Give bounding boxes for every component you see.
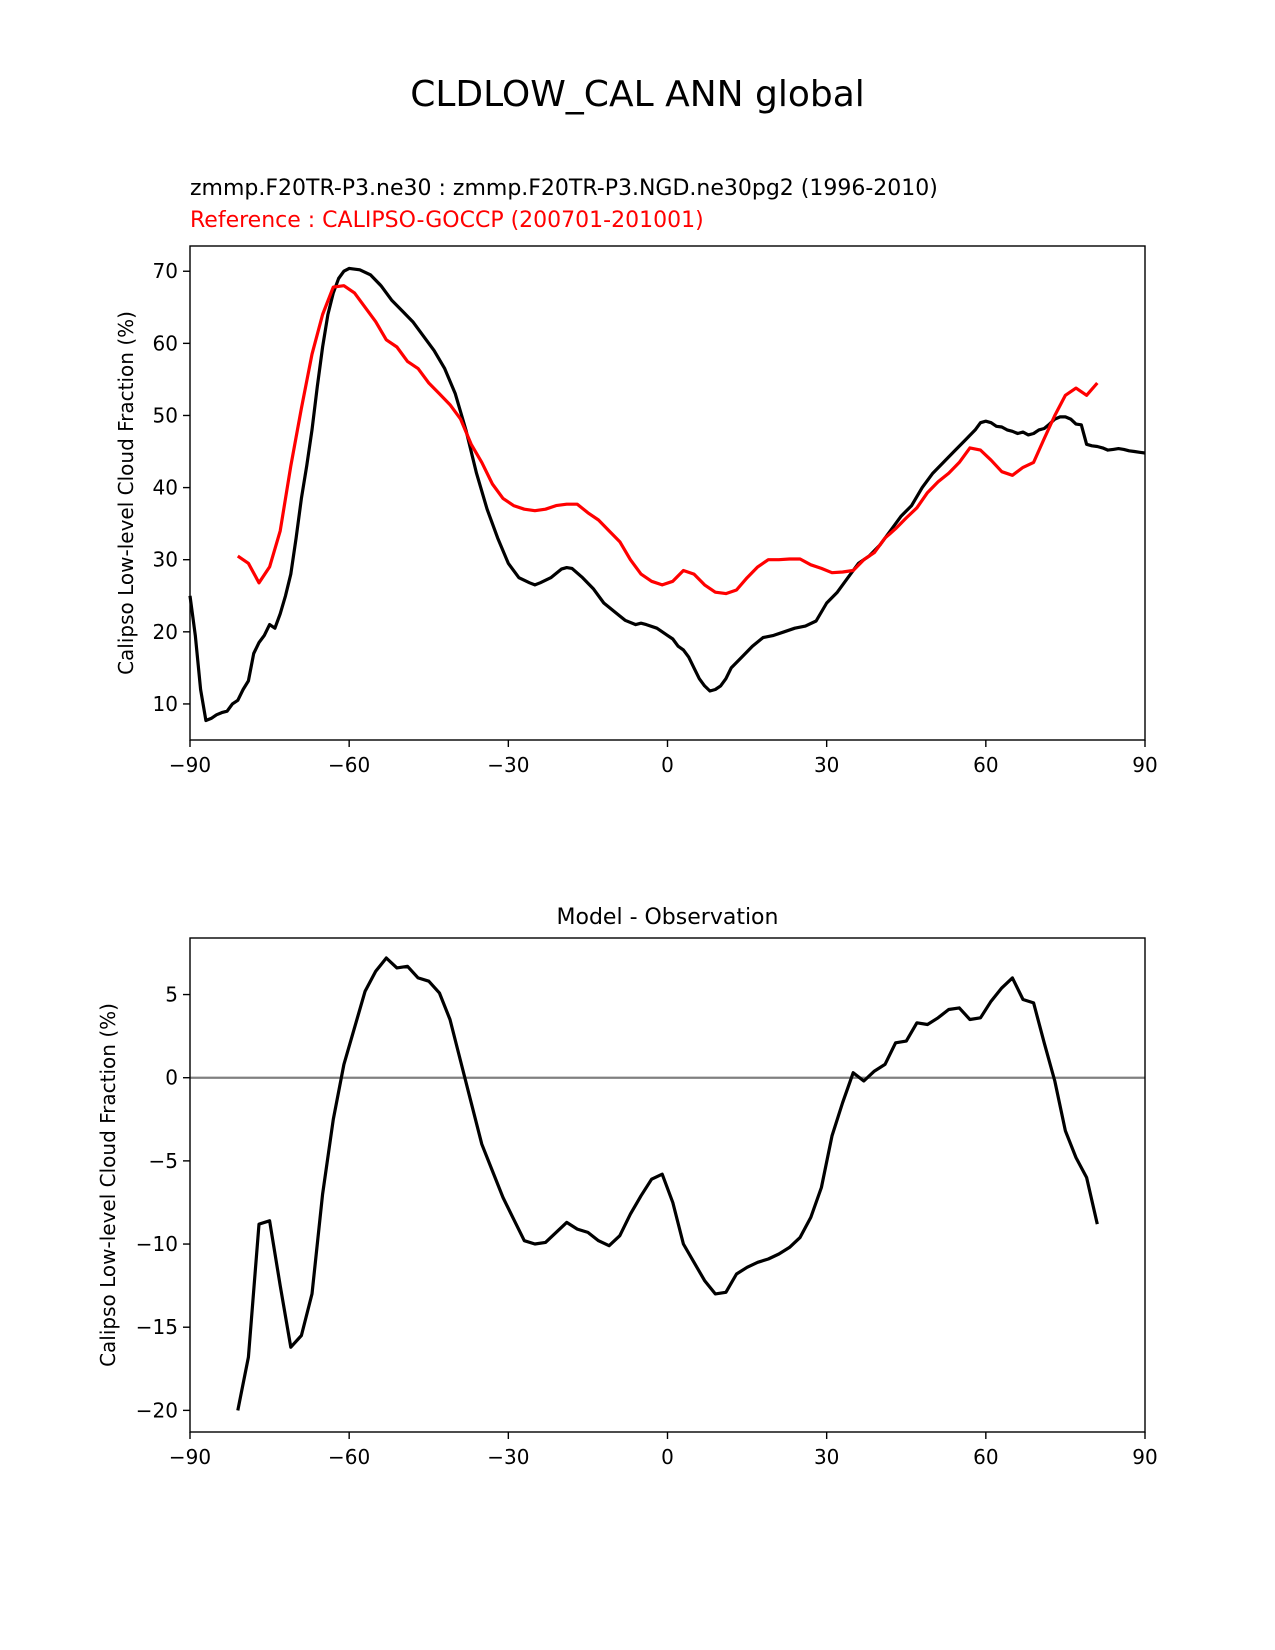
bottom-series-difference — [236, 956, 1099, 1411]
reference-label: Reference : CALIPSO-GOCCP (200701-201001… — [190, 208, 704, 233]
bottom-xtick-label: −60 — [328, 1445, 370, 1469]
bottom-xtick-label: 0 — [661, 1445, 674, 1469]
bottom-ytick-label: −15 — [136, 1315, 178, 1339]
bottom-xtick-label: −30 — [487, 1445, 529, 1469]
bottom-ytick-label: −10 — [136, 1232, 178, 1256]
test-label: zmmp.F20TR-P3.ne30 : zmmp.F20TR-P3.NGD.n… — [190, 176, 938, 201]
top-xtick-label: −90 — [169, 753, 211, 777]
top-xtick-label: −60 — [328, 753, 370, 777]
top-ytick-label: 40 — [153, 476, 178, 500]
bottom-y-axis-label: Calipso Low-level Cloud Fraction (%) — [96, 1003, 120, 1367]
bottom-xtick-label: 30 — [814, 1445, 839, 1469]
top-y-axis-label: Calipso Low-level Cloud Fraction (%) — [114, 311, 138, 675]
bottom-ytick-label: 5 — [165, 983, 178, 1007]
bottom-xtick-label: 60 — [973, 1445, 998, 1469]
bottom-ytick-label: 0 — [165, 1066, 178, 1090]
bottom-subplot-title: Model - Observation — [557, 905, 779, 930]
top-ytick-label: 30 — [153, 548, 178, 572]
top-xtick-label: 90 — [1132, 753, 1157, 777]
top-xtick-label: 30 — [814, 753, 839, 777]
top-ytick-label: 50 — [153, 403, 178, 427]
figure-title: CLDLOW_CAL ANN global — [410, 74, 865, 115]
top-series-test — [188, 266, 1146, 723]
top-xtick-label: −30 — [487, 753, 529, 777]
top-xtick-label: 60 — [973, 753, 998, 777]
top-ytick-label: 10 — [153, 692, 178, 716]
bottom-ytick-label: −20 — [136, 1398, 178, 1422]
top-series-reference — [236, 284, 1099, 596]
bottom-xtick-label: 90 — [1132, 1445, 1157, 1469]
top-xtick-label: 0 — [661, 753, 674, 777]
bottom-ytick-label: −5 — [149, 1149, 178, 1173]
top-ytick-label: 20 — [153, 620, 178, 644]
bottom-xtick-label: −90 — [169, 1445, 211, 1469]
top-ytick-label: 70 — [153, 259, 178, 283]
top-ytick-label: 60 — [153, 331, 178, 355]
top-plot-frame — [189, 245, 1146, 741]
